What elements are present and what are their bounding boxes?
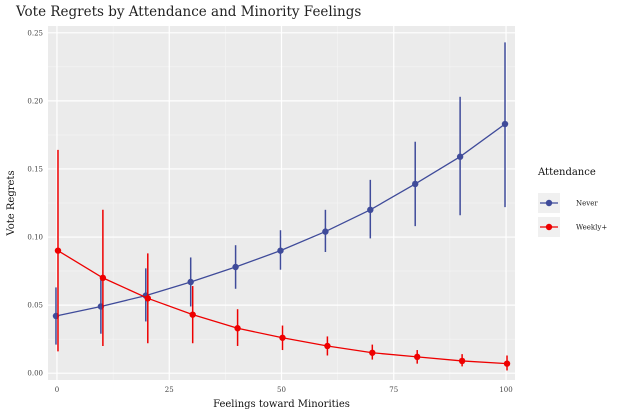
- y-tick-label: 0.15: [27, 165, 43, 173]
- data-point: [322, 228, 329, 235]
- chart-title: Vote Regrets by Attendance and Minority …: [15, 4, 361, 20]
- legend: Attendance Never Weekly+: [537, 167, 607, 237]
- legend-key-point: [545, 223, 553, 231]
- data-point: [503, 360, 511, 367]
- data-point: [456, 153, 464, 160]
- y-tick-label: 0.10: [27, 234, 43, 242]
- x-tick-label: 50: [277, 386, 286, 394]
- data-point: [414, 353, 421, 361]
- grid: [48, 26, 515, 380]
- data-point: [458, 357, 466, 365]
- legend-title: Attendance: [537, 167, 596, 178]
- series-weekly: [54, 149, 511, 371]
- data-point: [189, 311, 196, 318]
- legend-label: Weekly+: [576, 224, 607, 232]
- x-tick-label: 25: [165, 386, 174, 394]
- legend-key-point: [545, 199, 553, 207]
- series-never: [52, 42, 509, 345]
- data-point: [367, 206, 374, 214]
- tick-labels: 0 25 50 75 100 0.00 0.05 0.10 0.15 0.20 0.25: [27, 29, 512, 394]
- data-point: [412, 180, 419, 188]
- data-point: [279, 334, 286, 341]
- data-point: [144, 295, 151, 302]
- x-tick-label: 0: [55, 386, 59, 394]
- data-point: [324, 342, 331, 350]
- data-point: [232, 263, 239, 271]
- y-tick-label: 0.05: [27, 302, 43, 310]
- data-point: [234, 325, 241, 332]
- y-tick-label: 0.25: [27, 29, 43, 37]
- data-point: [369, 349, 376, 356]
- data-point: [187, 278, 194, 286]
- x-tick-label: 100: [499, 386, 512, 394]
- x-tick-label: 75: [389, 386, 398, 394]
- data-point: [99, 274, 107, 282]
- data-layer: [52, 42, 511, 371]
- x-axis-label: Feelings toward Minorities: [213, 399, 350, 410]
- data-point: [501, 120, 509, 128]
- legend-label: Never: [576, 200, 598, 208]
- y-axis-label: Vote Regrets: [6, 170, 17, 236]
- data-point: [54, 247, 62, 254]
- y-tick-label: 0.20: [27, 97, 43, 105]
- data-point: [277, 247, 284, 254]
- y-tick-label: 0.00: [27, 370, 43, 378]
